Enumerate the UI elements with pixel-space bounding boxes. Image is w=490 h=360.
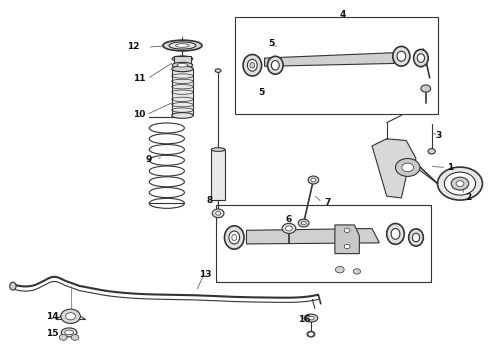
Polygon shape xyxy=(335,225,359,254)
Bar xyxy=(211,149,225,200)
Ellipse shape xyxy=(391,229,400,239)
Ellipse shape xyxy=(335,266,344,273)
Circle shape xyxy=(308,332,314,336)
Ellipse shape xyxy=(409,229,423,246)
Ellipse shape xyxy=(417,54,424,62)
Ellipse shape xyxy=(175,44,189,47)
Text: 16: 16 xyxy=(298,315,311,324)
Ellipse shape xyxy=(311,178,316,182)
Ellipse shape xyxy=(172,113,193,118)
Text: 7: 7 xyxy=(324,198,330,207)
Text: 3: 3 xyxy=(435,131,441,140)
Ellipse shape xyxy=(307,331,315,337)
Ellipse shape xyxy=(224,226,244,249)
Ellipse shape xyxy=(61,328,77,337)
Text: 15: 15 xyxy=(46,329,58,338)
Text: 5: 5 xyxy=(258,87,264,96)
Ellipse shape xyxy=(169,42,196,49)
Polygon shape xyxy=(265,53,394,66)
Ellipse shape xyxy=(271,60,279,70)
Ellipse shape xyxy=(414,49,428,67)
Ellipse shape xyxy=(212,209,224,218)
Text: 14: 14 xyxy=(46,312,58,321)
Ellipse shape xyxy=(247,59,257,71)
Ellipse shape xyxy=(344,228,350,233)
Circle shape xyxy=(444,172,476,195)
Ellipse shape xyxy=(65,330,74,335)
Circle shape xyxy=(438,167,483,200)
Circle shape xyxy=(59,334,67,340)
Bar xyxy=(173,56,191,65)
Polygon shape xyxy=(246,229,379,244)
Text: 10: 10 xyxy=(133,110,145,119)
Text: 6: 6 xyxy=(286,215,292,224)
Text: 5: 5 xyxy=(268,39,274,48)
Ellipse shape xyxy=(397,51,406,61)
Ellipse shape xyxy=(421,85,431,92)
Polygon shape xyxy=(372,139,416,198)
Ellipse shape xyxy=(163,40,202,51)
Circle shape xyxy=(66,313,75,320)
Bar xyxy=(216,205,431,282)
Ellipse shape xyxy=(250,62,255,68)
Text: 9: 9 xyxy=(146,155,152,164)
Ellipse shape xyxy=(308,316,314,320)
Circle shape xyxy=(71,334,79,340)
Circle shape xyxy=(402,163,414,172)
Text: 8: 8 xyxy=(207,196,213,205)
Ellipse shape xyxy=(344,244,350,249)
Ellipse shape xyxy=(387,224,404,244)
Ellipse shape xyxy=(216,212,220,215)
Bar xyxy=(172,69,193,116)
Ellipse shape xyxy=(413,233,419,242)
Ellipse shape xyxy=(393,46,410,66)
Ellipse shape xyxy=(353,269,361,274)
Circle shape xyxy=(61,309,80,323)
Text: 1: 1 xyxy=(447,163,453,172)
Ellipse shape xyxy=(428,149,435,154)
Circle shape xyxy=(451,177,469,190)
Ellipse shape xyxy=(211,148,225,151)
Circle shape xyxy=(456,181,464,186)
Text: 12: 12 xyxy=(127,42,140,51)
Text: 11: 11 xyxy=(133,75,145,84)
Ellipse shape xyxy=(304,314,318,322)
Ellipse shape xyxy=(172,66,193,72)
Ellipse shape xyxy=(215,69,221,72)
Circle shape xyxy=(395,158,420,176)
Ellipse shape xyxy=(243,54,262,76)
Text: 2: 2 xyxy=(466,193,472,202)
Ellipse shape xyxy=(301,221,306,225)
Text: 4: 4 xyxy=(340,10,346,19)
Ellipse shape xyxy=(229,231,240,244)
Ellipse shape xyxy=(282,224,296,233)
Text: 13: 13 xyxy=(198,270,211,279)
Ellipse shape xyxy=(308,176,319,184)
Ellipse shape xyxy=(286,226,293,231)
Ellipse shape xyxy=(177,63,188,67)
Ellipse shape xyxy=(10,282,16,290)
Ellipse shape xyxy=(268,56,283,74)
Ellipse shape xyxy=(172,56,193,62)
Ellipse shape xyxy=(298,219,309,227)
Ellipse shape xyxy=(172,62,193,68)
Bar xyxy=(235,17,438,114)
